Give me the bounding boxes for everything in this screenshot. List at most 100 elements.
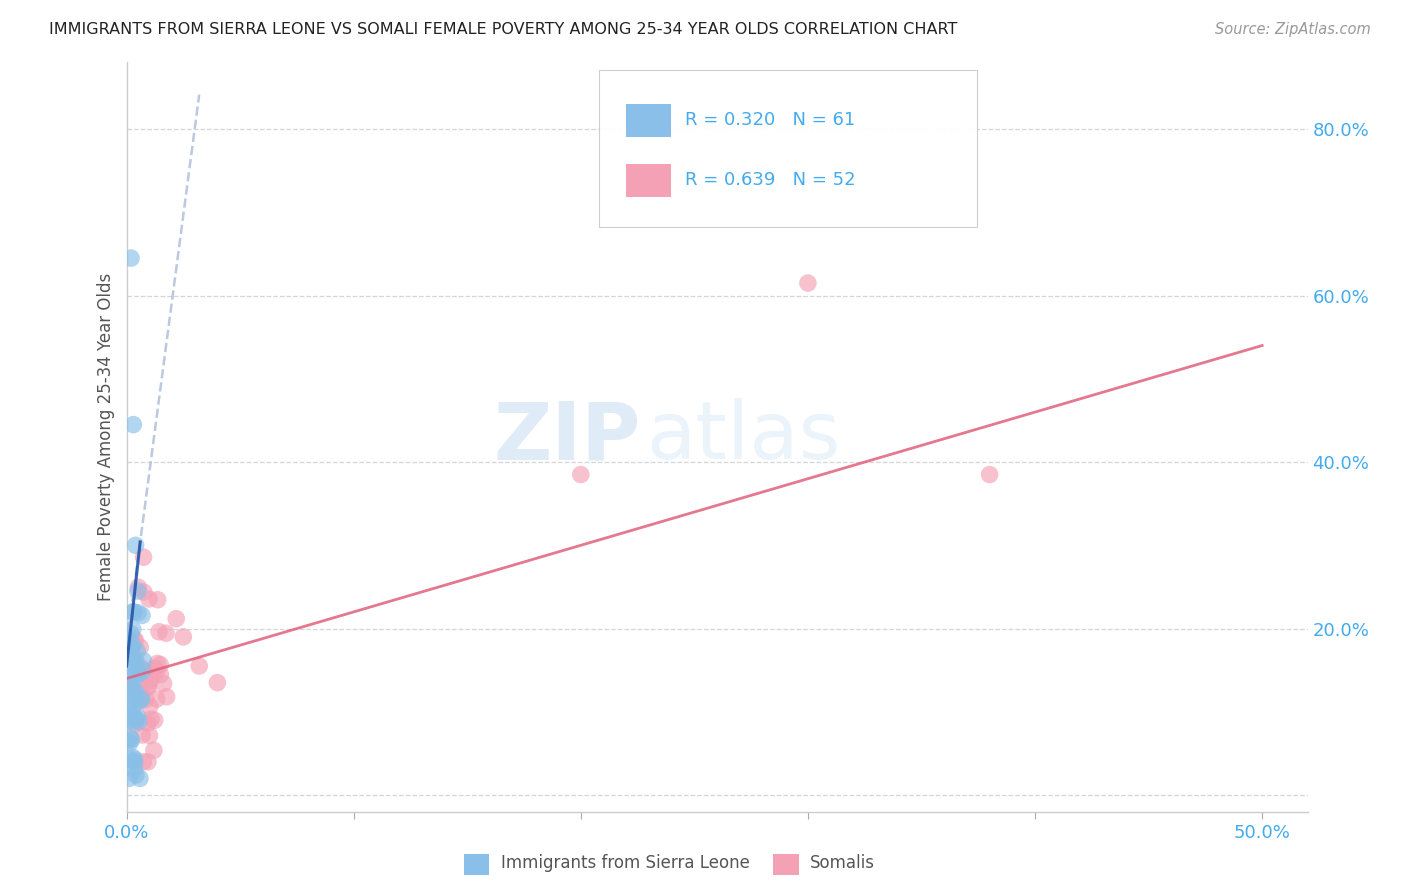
Point <box>146 592 169 607</box>
Point <box>127 695 149 709</box>
Point <box>115 715 138 730</box>
Point <box>124 538 146 552</box>
Point <box>131 662 153 676</box>
Point <box>115 698 138 713</box>
Point <box>797 276 820 290</box>
Point <box>122 417 145 432</box>
Point <box>149 657 172 672</box>
Point <box>129 686 152 700</box>
Point <box>124 762 146 776</box>
Point <box>139 673 162 688</box>
Point <box>129 665 152 679</box>
Point <box>132 585 155 599</box>
Point <box>122 652 145 666</box>
Point <box>143 661 166 675</box>
Text: R = 0.320   N = 61: R = 0.320 N = 61 <box>685 112 855 129</box>
Point <box>122 605 145 619</box>
Bar <box>464 855 489 874</box>
Point <box>143 713 166 727</box>
Text: atlas: atlas <box>647 398 841 476</box>
Point <box>129 640 152 655</box>
Point <box>124 634 146 648</box>
FancyBboxPatch shape <box>599 70 977 227</box>
Point <box>127 580 149 594</box>
Point <box>136 716 159 731</box>
Point <box>172 630 194 644</box>
Point <box>120 640 142 654</box>
Point <box>120 251 142 265</box>
Text: Somalis: Somalis <box>810 854 875 872</box>
Point <box>121 605 143 619</box>
Point <box>129 665 152 680</box>
Point <box>124 713 146 727</box>
Point <box>118 649 141 664</box>
Point <box>127 606 149 620</box>
Y-axis label: Female Poverty Among 25-34 Year Olds: Female Poverty Among 25-34 Year Olds <box>97 273 115 601</box>
Point <box>128 714 150 729</box>
Point <box>121 638 143 652</box>
Point <box>121 641 143 656</box>
Point <box>117 709 139 723</box>
Point <box>132 755 155 769</box>
Point <box>121 732 143 747</box>
Point <box>124 661 146 675</box>
Point <box>118 649 141 664</box>
Point <box>132 550 155 565</box>
Point <box>120 640 142 654</box>
Point <box>145 692 167 706</box>
Point <box>136 755 159 769</box>
Point <box>136 679 159 693</box>
Point <box>131 728 153 742</box>
Point <box>120 681 142 695</box>
Point <box>127 667 149 681</box>
Point <box>120 627 142 641</box>
Point <box>118 697 141 711</box>
Point <box>125 691 148 706</box>
Point <box>129 693 152 707</box>
Point <box>120 653 142 667</box>
Point <box>122 709 145 723</box>
Text: IMMIGRANTS FROM SIERRA LEONE VS SOMALI FEMALE POVERTY AMONG 25-34 YEAR OLDS CORR: IMMIGRANTS FROM SIERRA LEONE VS SOMALI F… <box>49 22 957 37</box>
Point <box>122 714 145 729</box>
Point <box>138 729 160 743</box>
Point <box>139 699 162 714</box>
Point <box>122 698 145 713</box>
Point <box>121 686 143 700</box>
Point <box>131 608 153 623</box>
Point <box>125 665 148 680</box>
Point <box>127 644 149 658</box>
Point <box>124 687 146 701</box>
Text: R = 0.639   N = 52: R = 0.639 N = 52 <box>685 171 856 189</box>
Point <box>115 631 138 645</box>
Bar <box>626 163 671 197</box>
Point <box>131 692 153 706</box>
Point <box>127 584 149 599</box>
Point <box>120 731 142 746</box>
Bar <box>773 855 799 874</box>
Point <box>124 652 146 666</box>
Point <box>122 670 145 684</box>
Point <box>118 687 141 701</box>
Text: Immigrants from Sierra Leone: Immigrants from Sierra Leone <box>501 854 749 872</box>
Point <box>152 676 174 690</box>
Point <box>127 659 149 673</box>
Point <box>135 692 157 706</box>
Point <box>131 664 153 678</box>
Point <box>142 663 165 677</box>
Point <box>148 624 170 639</box>
Point <box>138 680 160 694</box>
Point <box>122 750 145 764</box>
Point <box>122 632 145 646</box>
Point <box>155 626 177 640</box>
Point <box>139 712 162 726</box>
Point <box>121 754 143 768</box>
Point <box>115 641 138 656</box>
Point <box>117 733 139 747</box>
Point <box>569 467 592 482</box>
Point <box>117 678 139 692</box>
Point <box>124 717 146 731</box>
Point <box>121 673 143 687</box>
Point <box>188 659 211 673</box>
Point <box>121 623 143 637</box>
Point <box>127 710 149 724</box>
